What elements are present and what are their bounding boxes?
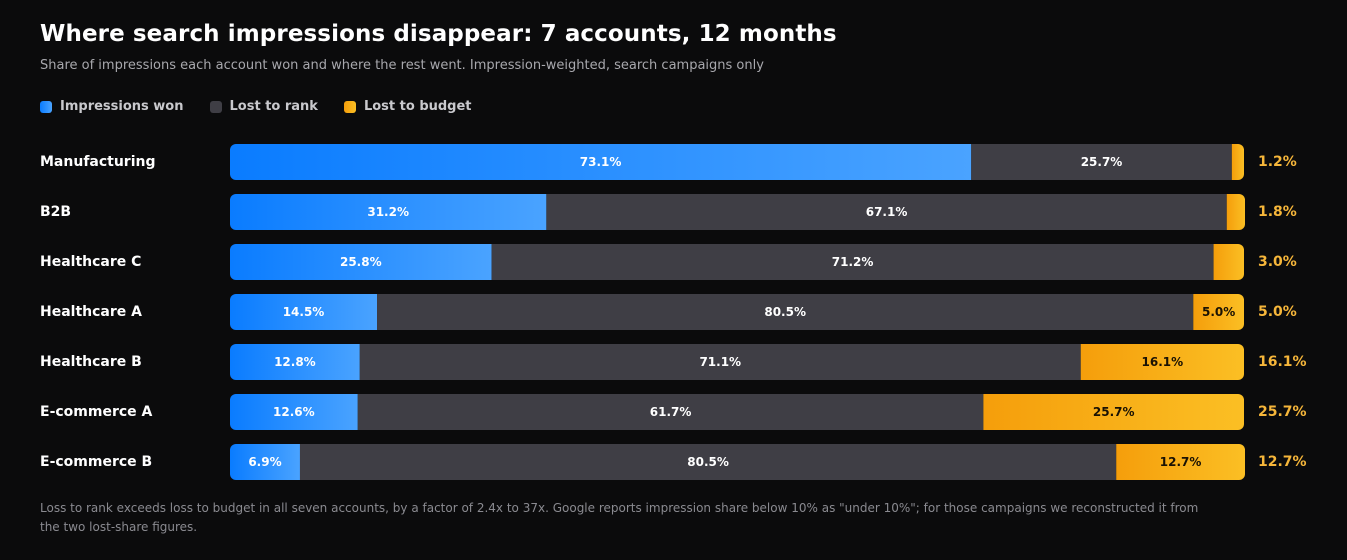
bar-group-b2b [230, 194, 1246, 230]
budget-total-label-e-commerce-a: 25.7% [1258, 404, 1307, 420]
data-label-won-manufacturing: 73.1% [580, 155, 622, 169]
bar-segment-budget-healthcare-c [1213, 244, 1244, 280]
bar-segment-won-e-commerce-b [230, 444, 300, 480]
bar-segment-won-manufacturing [230, 144, 972, 180]
data-label-won-e-commerce-a: 12.6% [273, 405, 315, 419]
chart-subtitle: Share of impressions each account won an… [40, 58, 764, 73]
bar-segment-won-e-commerce-a [230, 394, 358, 430]
bar-segment-rank-e-commerce-a [357, 394, 984, 430]
legend-label-rank: Lost to rank [229, 99, 318, 114]
bar-segment-won-healthcare-c [230, 244, 492, 280]
bar-group-e-commerce-b [230, 444, 1246, 480]
bar-segment-budget-e-commerce-b [1116, 444, 1246, 480]
bar-segment-won-healthcare-b [230, 344, 360, 380]
data-label-won-healthcare-a: 14.5% [283, 305, 325, 319]
bar-group-healthcare-c [230, 244, 1244, 280]
legend-item-lost-to-budget: Lost to budget [343, 99, 472, 114]
bar-group-healthcare-b [230, 344, 1244, 380]
data-label-budget-healthcare-b: 16.1% [1142, 355, 1184, 369]
bar-group-healthcare-a [230, 294, 1244, 330]
chart-footnote: Loss to rank exceeds loss to budget in a… [40, 501, 1199, 534]
legend-swatch-budget [343, 100, 356, 113]
bar-segment-budget-b2b [1226, 194, 1246, 230]
data-label-won-healthcare-b: 12.8% [274, 355, 316, 369]
data-label-budget-healthcare-a: 5.0% [1202, 305, 1235, 319]
legend: Impressions won Lost to rank Lost to bud… [40, 99, 498, 114]
data-label-rank-healthcare-b: 71.1% [699, 355, 741, 369]
budget-total-label-healthcare-c: 3.0% [1258, 254, 1297, 270]
bar-group-e-commerce-a [230, 394, 1244, 430]
category-label-manufacturing: Manufacturing [40, 154, 156, 170]
bar-segment-won-healthcare-a [230, 294, 378, 330]
bar-segment-rank-healthcare-a [377, 294, 1194, 330]
bar-group-manufacturing [230, 144, 1244, 180]
bar-segment-rank-manufacturing [971, 144, 1232, 180]
bar-segment-budget-e-commerce-a [983, 394, 1244, 430]
data-label-budget-e-commerce-b: 12.7% [1160, 455, 1202, 469]
data-label-won-healthcare-c: 25.8% [340, 255, 382, 269]
budget-total-label-healthcare-a: 5.0% [1258, 304, 1297, 320]
legend-item-lost-to-rank: Lost to rank [209, 99, 318, 114]
bar-segment-budget-manufacturing [1231, 144, 1244, 180]
legend-swatch-rank [209, 100, 222, 113]
budget-total-label-b2b: 1.8% [1258, 204, 1297, 220]
budget-total-label-e-commerce-b: 12.7% [1258, 454, 1307, 470]
bar-segment-won-b2b [230, 194, 547, 230]
data-label-won-b2b: 31.2% [367, 205, 409, 219]
legend-item-impressions-won: Impressions won [40, 99, 184, 114]
data-label-rank-healthcare-a: 80.5% [764, 305, 806, 319]
category-label-e-commerce-a: E-commerce A [40, 404, 153, 420]
data-label-rank-e-commerce-a: 61.7% [650, 405, 692, 419]
stacked-bar-chart: Manufacturing 73.1% 25.7% 1.2% B2B 31.2% 67.1%… [40, 144, 1307, 480]
bar-segment-rank-healthcare-b [359, 344, 1081, 380]
data-label-budget-e-commerce-a: 25.7% [1093, 405, 1135, 419]
bar-segment-budget-healthcare-b [1080, 344, 1244, 380]
category-label-b2b: B2B [40, 204, 71, 220]
data-label-won-e-commerce-b: 6.9% [248, 455, 281, 469]
data-label-rank-manufacturing: 25.7% [1081, 155, 1123, 169]
budget-total-label-manufacturing: 1.2% [1258, 154, 1297, 170]
category-label-healthcare-b: Healthcare B [40, 354, 142, 370]
legend-label-budget: Lost to budget [363, 99, 472, 114]
bar-segment-budget-healthcare-a [1193, 294, 1244, 330]
data-label-rank-healthcare-c: 71.2% [832, 255, 874, 269]
budget-total-label-healthcare-b: 16.1% [1258, 354, 1307, 370]
data-label-rank-b2b: 67.1% [866, 205, 908, 219]
bar-segment-rank-e-commerce-b [299, 444, 1117, 480]
legend-swatch-won [40, 100, 52, 113]
bar-segment-rank-b2b [546, 194, 1227, 230]
data-label-rank-e-commerce-b: 80.5% [687, 455, 729, 469]
category-label-e-commerce-b: E-commerce B [40, 454, 152, 470]
bar-segment-rank-healthcare-c [491, 244, 1214, 280]
category-label-healthcare-a: Healthcare A [40, 304, 142, 320]
legend-label-won: Impressions won [60, 99, 184, 114]
chart-title: Where search impressions disappear: 7 ac… [40, 21, 837, 47]
category-label-healthcare-c: Healthcare C [40, 254, 141, 270]
